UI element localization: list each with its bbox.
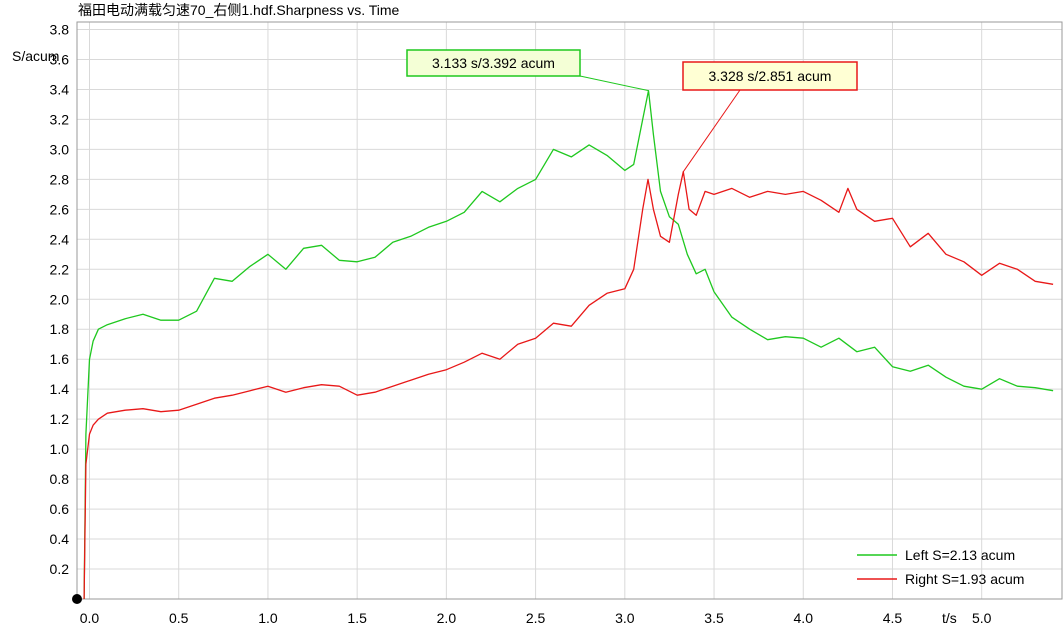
series-line-right (83, 171, 1054, 600)
x-tick-label: 2.5 (526, 610, 546, 626)
y-tick-label: 1.4 (50, 381, 70, 397)
annotation-leader (682, 89, 741, 173)
x-tick-label: 1.5 (347, 610, 367, 626)
x-axis-ticks: 0.0 0.5 1.0 1.5 2.0 2.5 3.0 3.5 4.0 4.5 5.0 (80, 610, 992, 626)
annotations: 3.133 s/3.392 acum 3.328 s/2.851 acum (406, 49, 858, 173)
chart-title: 福田电动满载匀速70_右侧1.hdf.Sharpness vs. Time (78, 2, 400, 18)
y-tick-label: 3.4 (50, 81, 70, 97)
y-tick-label: 2.8 (50, 171, 70, 187)
series-lines (83, 89, 1054, 600)
y-tick-label: 2.4 (50, 231, 70, 247)
y-tick-label: 0.2 (50, 561, 70, 577)
x-tick-label: 4.5 (883, 610, 903, 626)
plot-area (76, 21, 1063, 600)
y-tick-label: 3.0 (50, 141, 70, 157)
y-tick-label: 3.2 (50, 111, 70, 127)
x-tick-label: 2.0 (437, 610, 457, 626)
series-line-left (83, 89, 1054, 600)
x-tick-label: 3.5 (704, 610, 724, 626)
x-tick-label: 1.0 (258, 610, 278, 626)
annotation-label: 3.133 s/3.392 acum (432, 55, 555, 71)
annotation-box (406, 49, 581, 77)
annotation-box (682, 61, 858, 91)
x-tick-label: 0.0 (80, 610, 100, 626)
y-axis-label: S/acum (12, 48, 59, 64)
x-axis-label: t/s (942, 610, 957, 626)
y-tick-label: 2.0 (50, 291, 70, 307)
y-tick-label: 1.8 (50, 321, 70, 337)
x-tick-label: 3.0 (615, 610, 635, 626)
y-tick-label: 1.6 (50, 351, 70, 367)
annotation-label: 3.328 s/2.851 acum (709, 68, 832, 84)
y-tick-label: 3.6 (50, 51, 70, 67)
y-tick-label: 0.8 (50, 471, 70, 487)
y-tick-label: 2.6 (50, 201, 70, 217)
y-axis-ticks: 0.2 0.4 0.6 0.8 1.0 1.2 1.4 1.6 1.8 2.0 2.2 2.4 2.6 2… (50, 21, 70, 577)
y-tick-label: 1.2 (50, 411, 70, 427)
grid (77, 22, 1062, 599)
legend-label: Right S=1.93 acum (905, 571, 1024, 587)
y-tick-label: 0.4 (50, 531, 70, 547)
x-tick-label: 0.5 (169, 610, 189, 626)
y-tick-label: 2.2 (50, 261, 70, 277)
annotation-leader (579, 75, 649, 92)
y-tick-label: 3.8 (50, 21, 70, 37)
x-tick-label: 4.0 (794, 610, 814, 626)
y-tick-label: 1.0 (50, 441, 70, 457)
legend-label: Left S=2.13 acum (905, 547, 1015, 563)
legend: Left S=2.13 acum Right S=1.93 acum (857, 547, 1024, 587)
origin-marker (72, 594, 82, 604)
x-tick-label: 5.0 (972, 610, 992, 626)
y-tick-label: 0.6 (50, 501, 70, 517)
